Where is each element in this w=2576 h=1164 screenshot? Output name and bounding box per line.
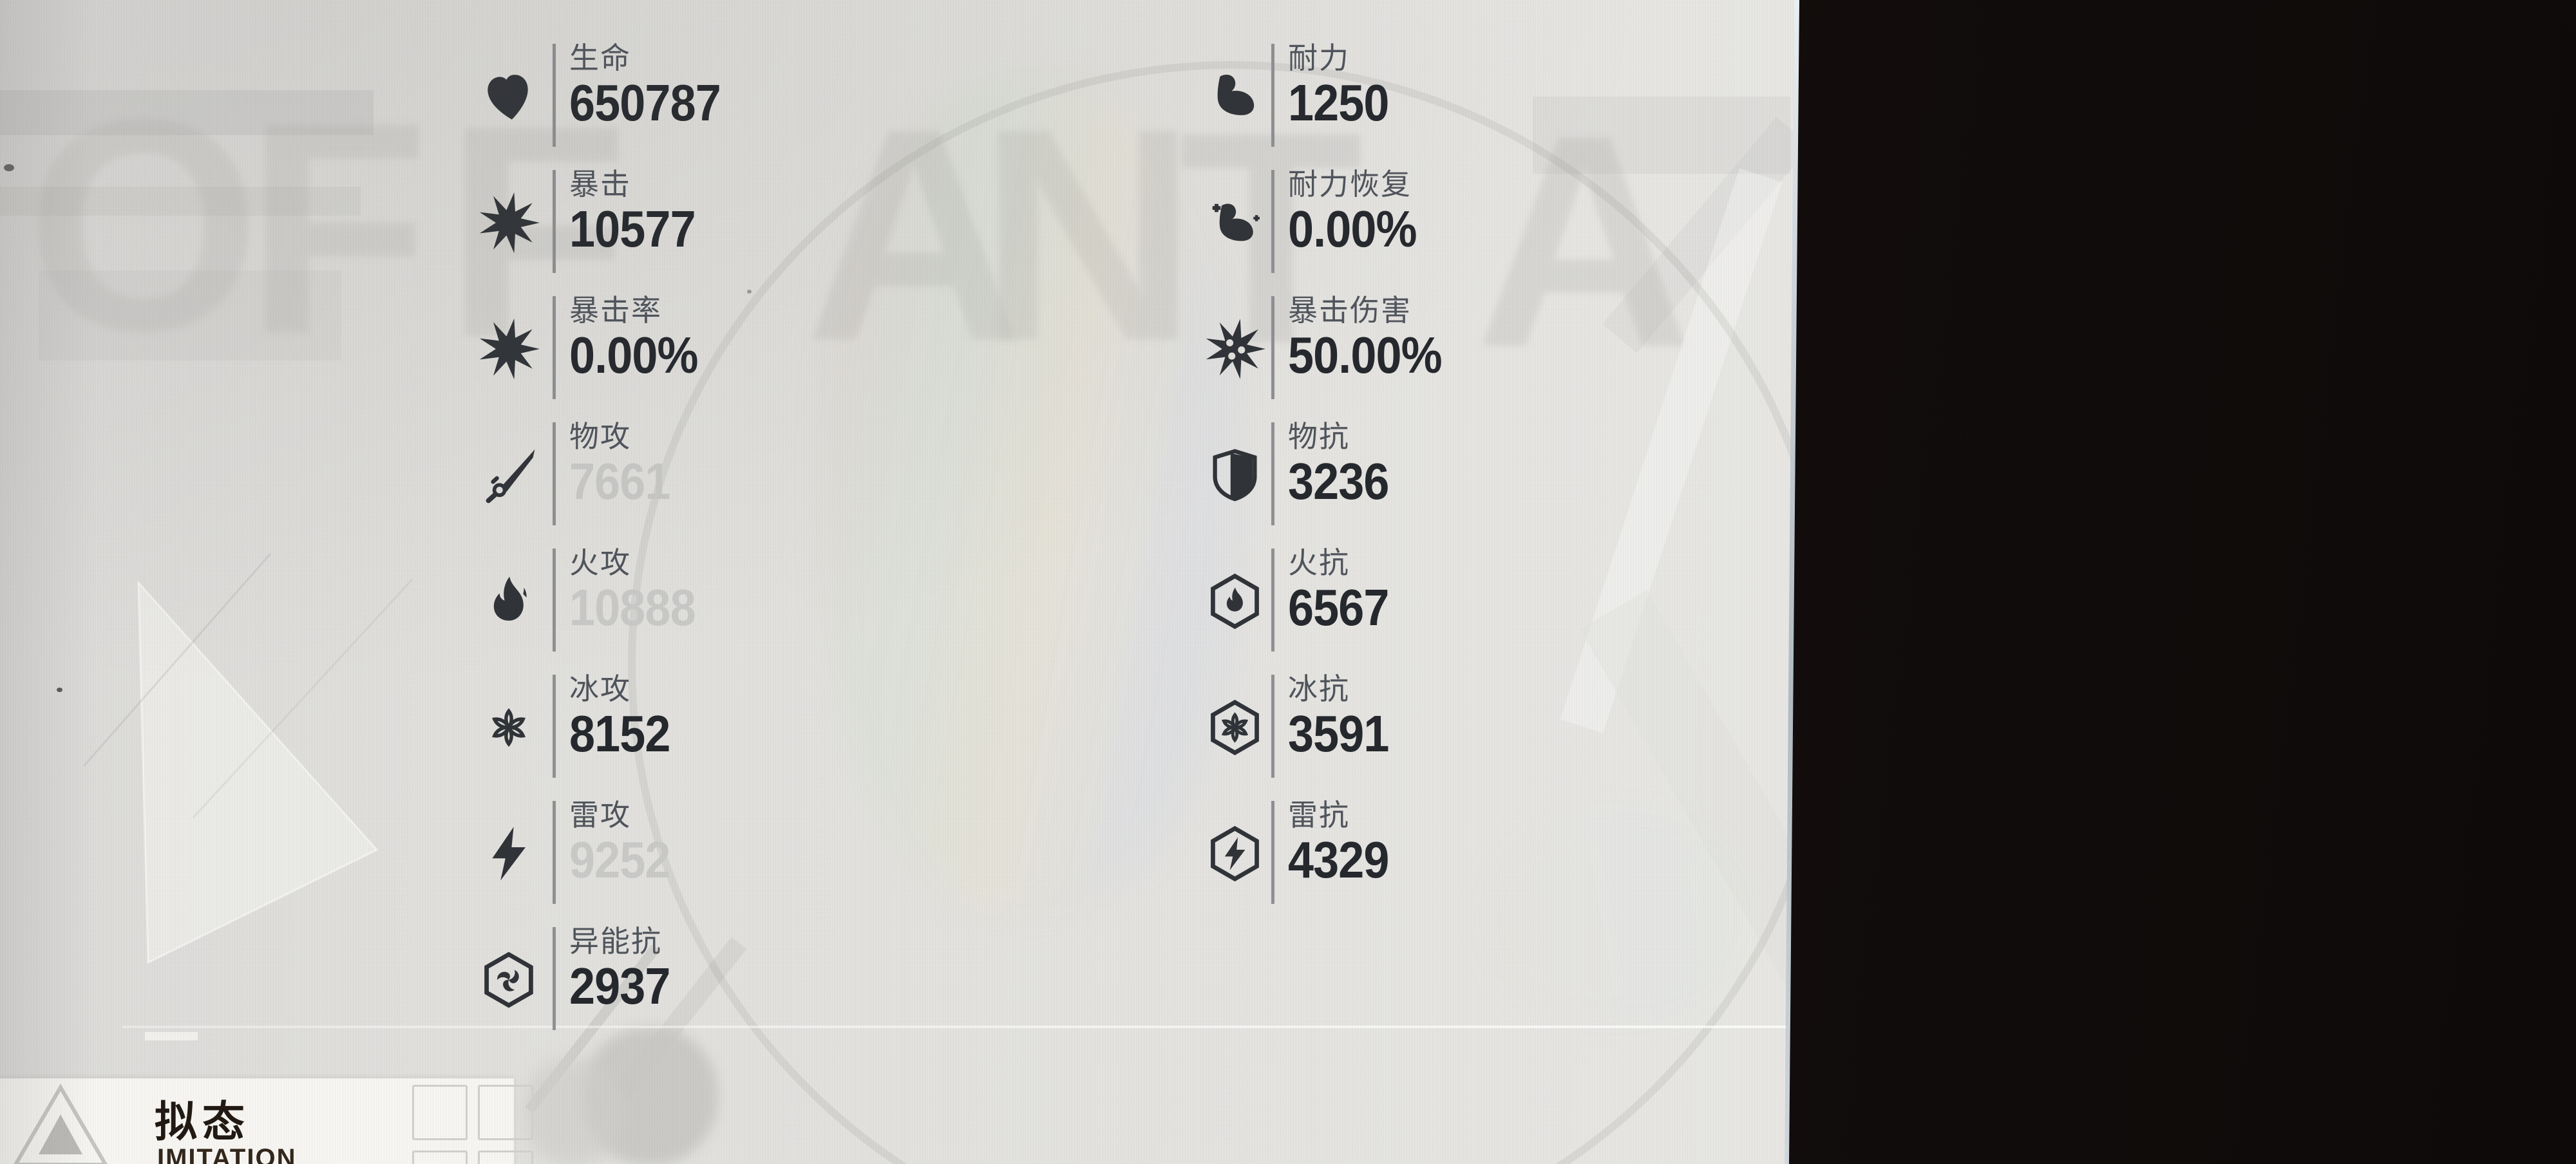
watermark-letter: F: [444, 62, 630, 400]
stat-row: 冰抗 3591: [1195, 672, 1903, 780]
stat-label: 耐力恢复: [1288, 167, 1412, 201]
stat-value: 650787: [569, 73, 721, 131]
stat-value: 0.00%: [569, 326, 699, 384]
stat-value: 0.00%: [1288, 200, 1417, 258]
stat-value: 2937: [569, 957, 670, 1015]
watermark-letter: N: [979, 66, 1198, 404]
stat-row: 雷抗 4329: [1195, 798, 1903, 906]
stat-divider-bar: [553, 422, 556, 525]
dust-speck: [747, 290, 752, 294]
bicep-plus-icon: [1204, 191, 1265, 255]
stat-divider-bar: [1271, 44, 1274, 147]
stat-label: 冰抗: [1288, 672, 1350, 706]
stat-divider-bar: [1271, 549, 1274, 652]
stat-divider-bar: [553, 296, 556, 399]
stat-value: 4329: [1288, 831, 1389, 888]
stat-divider-bar: [553, 549, 556, 652]
stat-label: 异能抗: [569, 925, 662, 958]
bicep-icon: [1204, 64, 1265, 129]
stat-value: 3236: [1288, 452, 1389, 510]
stat-row: 物攻 7661: [477, 420, 1185, 528]
stat-row: 暴击 10577: [477, 167, 1185, 276]
stat-value: 3591: [1288, 704, 1389, 762]
stat-label: 暴击伤害: [1288, 294, 1412, 327]
stat-label: 生命: [569, 41, 631, 75]
hex-swirl-icon: [477, 948, 541, 1012]
bottom-divider-dash: [145, 1032, 198, 1040]
stat-row: 火攻 10888: [477, 546, 1185, 654]
hex-lightning-icon: [1204, 821, 1265, 886]
stat-row: 冰攻 8152: [477, 672, 1185, 780]
stat-divider-bar: [553, 801, 556, 904]
stat-label: 耐力: [1288, 41, 1350, 75]
stat-label: 火攻: [569, 546, 631, 579]
stat-value: 6567: [1288, 578, 1389, 636]
stat-label: 暴击: [569, 167, 631, 201]
watermark-letter: A: [805, 66, 1024, 404]
stat-label: 物抗: [1288, 420, 1350, 453]
grid-squares-icon: [412, 1085, 533, 1164]
stat-divider-bar: [553, 44, 556, 147]
stat-divider-bar: [1271, 422, 1274, 525]
stat-divider-bar: [553, 675, 556, 778]
lightning-icon: [477, 821, 541, 886]
stat-value: 1250: [1288, 73, 1389, 131]
stat-label: 冰攻: [569, 672, 631, 706]
burst-icon: [477, 317, 541, 381]
stat-divider-bar: [1271, 170, 1274, 273]
stat-value: 9252: [569, 831, 670, 888]
imitation-tab-card[interactable]: 拟态 IMITATION: [0, 1078, 533, 1164]
stat-divider-bar: [1271, 801, 1274, 904]
stat-row: 火抗 6567: [1195, 546, 1903, 654]
stat-label: 雷抗: [1288, 798, 1350, 832]
stat-divider-bar: [1271, 296, 1274, 399]
watermark-letter: T: [1179, 69, 1364, 407]
stat-divider-bar: [1271, 675, 1274, 778]
watermark-letter: O: [26, 56, 261, 394]
stat-row: 暴击伤害 50.00%: [1195, 294, 1903, 402]
stat-row: 耐力恢复 0.00%: [1195, 167, 1903, 276]
dust-speck: [57, 688, 62, 692]
stat-row: 生命 650787: [477, 41, 1185, 149]
stat-row: 雷攻 9252: [477, 798, 1185, 906]
stat-label: 雷攻: [569, 798, 631, 832]
burst-dots-icon: [1204, 317, 1265, 381]
sword-icon: [477, 443, 541, 507]
snowflake-icon: [477, 695, 541, 760]
stat-label: 暴击率: [569, 294, 662, 327]
stat-value: 10577: [569, 200, 696, 258]
stat-value: 10888: [569, 578, 696, 636]
stat-label: 火抗: [1288, 546, 1350, 579]
stat-value: 7661: [569, 452, 670, 510]
watermark-letter: A: [1475, 72, 1694, 410]
decor-facet-triangle: [82, 553, 413, 964]
heart-icon: [477, 64, 541, 129]
character-silhouette-shadow: [525, 1059, 621, 1164]
stat-row: 异能抗 2937: [477, 925, 1185, 1033]
watermark-letter: F: [245, 59, 430, 397]
dust-speck: [4, 164, 14, 171]
character-silhouette-shadow: [583, 1027, 718, 1164]
stat-value: 50.00%: [1288, 326, 1443, 384]
stat-row: 物抗 3236: [1195, 420, 1903, 528]
stat-divider-bar: [553, 927, 556, 1030]
burst-icon: [477, 191, 541, 255]
imitation-subtitle: IMITATION: [157, 1144, 297, 1164]
flame-icon: [477, 569, 541, 634]
triangle-logo-icon: [14, 1084, 108, 1164]
stat-row: 暴击率 0.00%: [477, 294, 1185, 402]
stat-row: 耐力 1250: [1195, 41, 1903, 149]
shield-icon: [1204, 443, 1265, 507]
stat-value: 8152: [569, 704, 670, 762]
stat-divider-bar: [553, 170, 556, 273]
stat-label: 物攻: [569, 420, 631, 453]
hex-flame-icon: [1204, 569, 1265, 634]
imitation-title: 拟态: [155, 1098, 250, 1145]
hex-snowflake-icon: [1204, 695, 1265, 760]
